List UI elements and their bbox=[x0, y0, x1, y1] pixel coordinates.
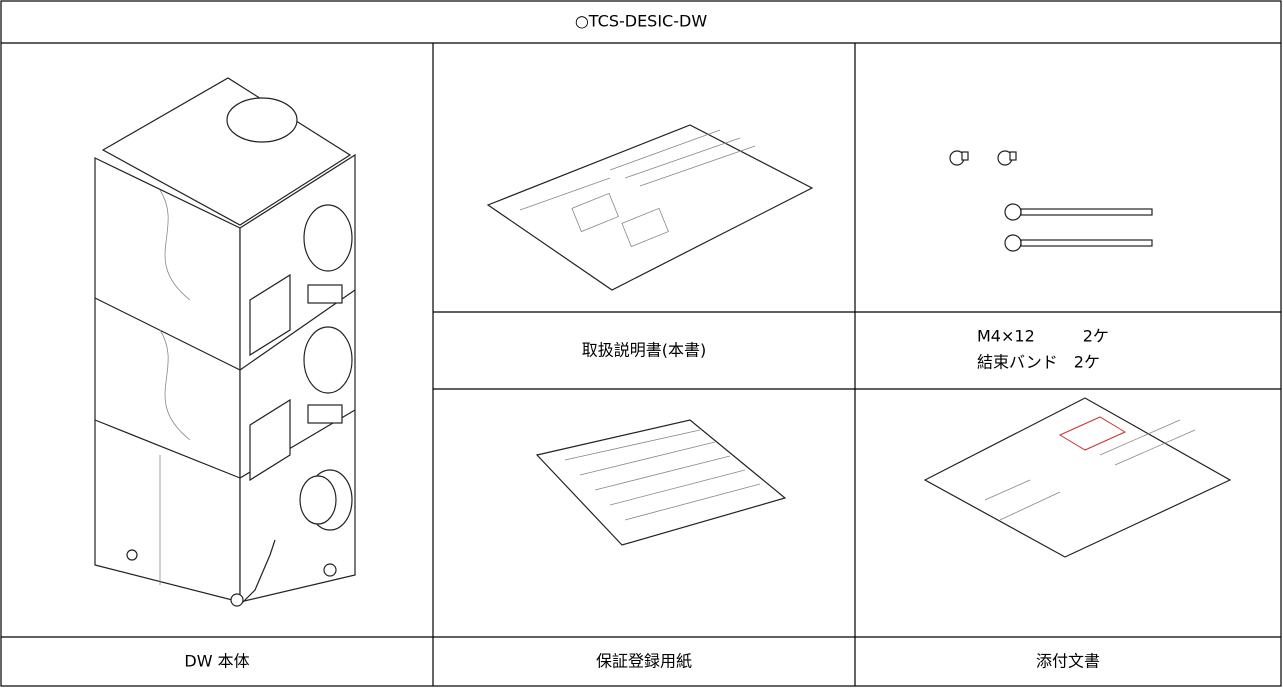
warranty-drawing bbox=[535, 419, 787, 546]
cell-label: 保証登録用紙 bbox=[596, 652, 692, 671]
cell-label: DW 本体 bbox=[184, 652, 249, 671]
cell-label: 添付文書 bbox=[1036, 652, 1100, 671]
attachment-drawing bbox=[923, 397, 1232, 558]
cell-label: M4×12 2ケ bbox=[977, 327, 1109, 346]
title: ○TCS-DESIC-DW bbox=[575, 12, 707, 31]
manual-drawing bbox=[486, 124, 814, 291]
parts-drawing bbox=[949, 150, 1153, 252]
cell-label: 結束バンド 2ケ bbox=[977, 353, 1100, 372]
cell-label: 取扱説明書(本書) bbox=[582, 341, 707, 360]
main-unit-drawing bbox=[94, 77, 356, 607]
